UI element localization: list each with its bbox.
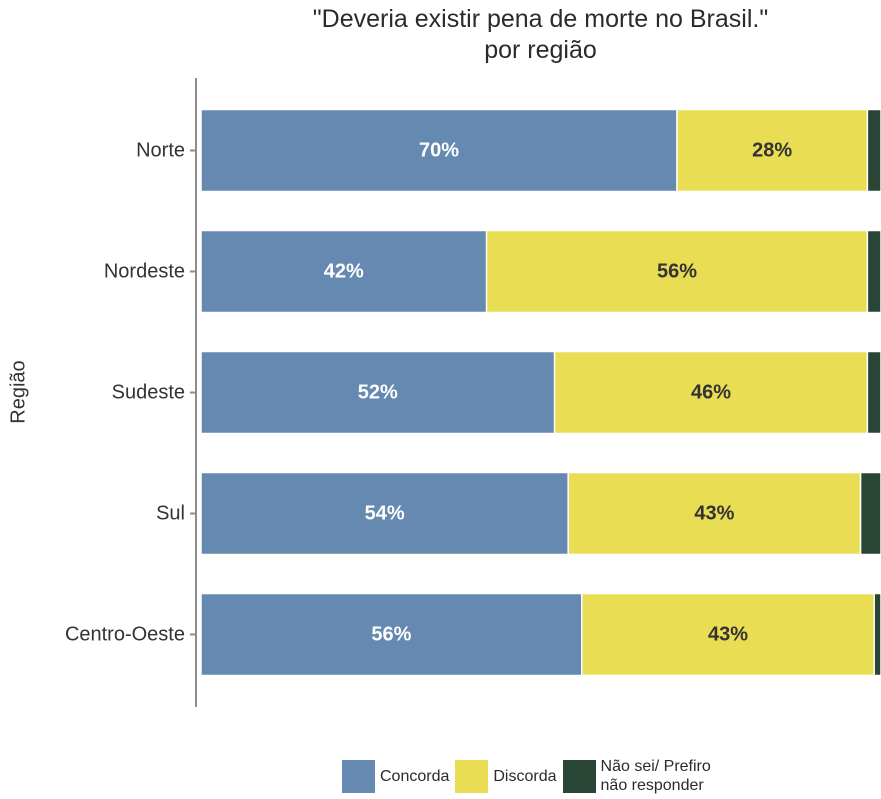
bar-não [866, 229, 881, 314]
y-tick-label: Centro-Oeste [65, 624, 185, 646]
data-label: 56% [657, 261, 697, 283]
y-tick-label: Nordeste [104, 261, 185, 283]
data-label: 28% [752, 140, 792, 162]
bar-discorda [485, 229, 869, 314]
chart-title-line: "Deveria existir pena de morte no Brasil… [312, 5, 769, 33]
legend-swatch [342, 759, 375, 793]
chart-subtitle: por região [484, 36, 597, 64]
legend-swatch [562, 759, 596, 793]
bar-concorda [200, 471, 569, 556]
legend-item: Concorda [342, 759, 450, 793]
y-tick-label: Sudeste [112, 382, 185, 404]
data-label: 43% [694, 503, 734, 525]
data-label: 42% [324, 261, 364, 283]
data-label: 56% [371, 624, 411, 646]
bar-concorda [200, 229, 488, 314]
data-label: 54% [365, 503, 405, 525]
legend-item: Discorda [455, 759, 557, 793]
data-label: 46% [691, 382, 731, 404]
data-label: 43% [708, 624, 748, 646]
legend-label: Discorda [493, 767, 557, 785]
y-tick-label: Sul [156, 503, 185, 525]
data-label: 70% [419, 140, 459, 162]
y-tick-label: Norte [136, 140, 185, 162]
legend-label: Concorda [380, 767, 450, 785]
bar-não [873, 592, 881, 677]
bar-concorda [200, 350, 556, 435]
bar-concorda [200, 592, 583, 677]
legend-item: Não sei/ Prefiro não responder [562, 757, 711, 795]
data-label: 52% [358, 382, 398, 404]
bar-discorda [676, 108, 869, 193]
legend: Concorda Discorda Não sei/ Prefiro não res… [342, 756, 717, 796]
legend-swatch [455, 759, 489, 793]
bar-discorda [581, 592, 875, 677]
bar-não [866, 108, 881, 193]
bar-discorda [553, 350, 869, 435]
bar-não [859, 471, 881, 556]
chart-title: "Deveria existir pena de morte no Brasil… [200, 4, 881, 66]
legend-label: Não sei/ Prefiro não responder [600, 758, 711, 794]
bar-concorda [200, 108, 678, 193]
bar-não [866, 350, 881, 435]
